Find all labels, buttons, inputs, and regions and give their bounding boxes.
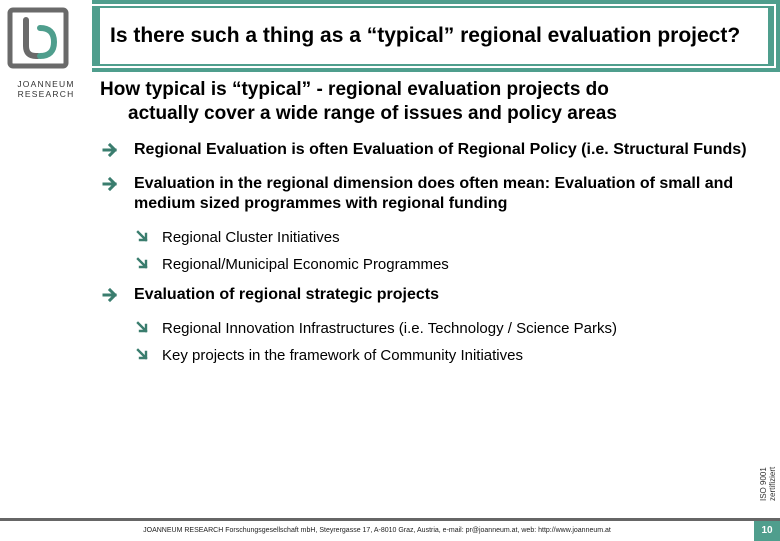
footer-text: JOANNEUM RESEARCH Forschungsgesellschaft… — [0, 527, 754, 534]
sub-bullet-list: Regional Innovation Infrastructures (i.e… — [100, 319, 750, 366]
arrow-right-icon — [102, 286, 120, 310]
bullet-list: Regional Evaluation is often Evaluation … — [100, 140, 750, 366]
arrow-right-icon — [102, 175, 120, 199]
bullet-level2: Regional Innovation Infrastructures (i.e… — [100, 319, 750, 339]
arrow-diag-icon — [136, 321, 150, 341]
logo-block: JOANNEUM RESEARCH — [0, 0, 92, 128]
sub-bullet-text: Regional Cluster Initiatives — [162, 229, 340, 246]
footer: JOANNEUM RESEARCH Forschungsgesellschaft… — [0, 520, 780, 540]
page-number: 10 — [754, 521, 780, 541]
arrow-diag-icon — [136, 230, 150, 250]
subtitle: How typical is “typical” - regional eval… — [100, 78, 750, 126]
bullet-level1: Evaluation of regional strategic project… — [100, 285, 750, 305]
bullet-level2: Regional/Municipal Economic Programmes — [100, 255, 750, 275]
arrow-diag-icon — [136, 257, 150, 277]
logo-text-1: JOANNEUM — [6, 79, 86, 89]
bullet-level2: Regional Cluster Initiatives — [100, 228, 750, 248]
bullet-text: Evaluation of regional strategic project… — [134, 286, 439, 303]
iso-label: ISO 9001 zertifiziert — [760, 454, 776, 514]
sub-bullet-text: Regional Innovation Infrastructures (i.e… — [162, 320, 617, 337]
bullet-text: Regional Evaluation is often Evaluation … — [134, 141, 747, 158]
slide-title: Is there such a thing as a “typical” reg… — [110, 24, 740, 48]
title-box: Is there such a thing as a “typical” reg… — [100, 8, 768, 64]
arrow-right-icon — [102, 141, 120, 165]
logo-text-2: RESEARCH — [6, 89, 86, 99]
subtitle-line1: How typical is “typical” - regional eval… — [100, 79, 609, 100]
sub-bullet-text: Key projects in the framework of Communi… — [162, 347, 523, 364]
arrow-diag-icon — [136, 348, 150, 368]
bullet-level1: Regional Evaluation is often Evaluation … — [100, 140, 750, 160]
subtitle-line2: actually cover a wide range of issues an… — [100, 102, 750, 126]
sub-bullet-list: Regional Cluster Initiatives Regional/Mun… — [100, 228, 750, 275]
content-area: How typical is “typical” - regional eval… — [100, 78, 750, 512]
joanneum-logo-icon — [6, 6, 70, 70]
sub-bullet-text: Regional/Municipal Economic Programmes — [162, 256, 449, 273]
bullet-text: Evaluation in the regional dimension doe… — [134, 175, 733, 212]
bullet-level2: Key projects in the framework of Communi… — [100, 346, 750, 366]
bullet-level1: Evaluation in the regional dimension doe… — [100, 174, 750, 214]
